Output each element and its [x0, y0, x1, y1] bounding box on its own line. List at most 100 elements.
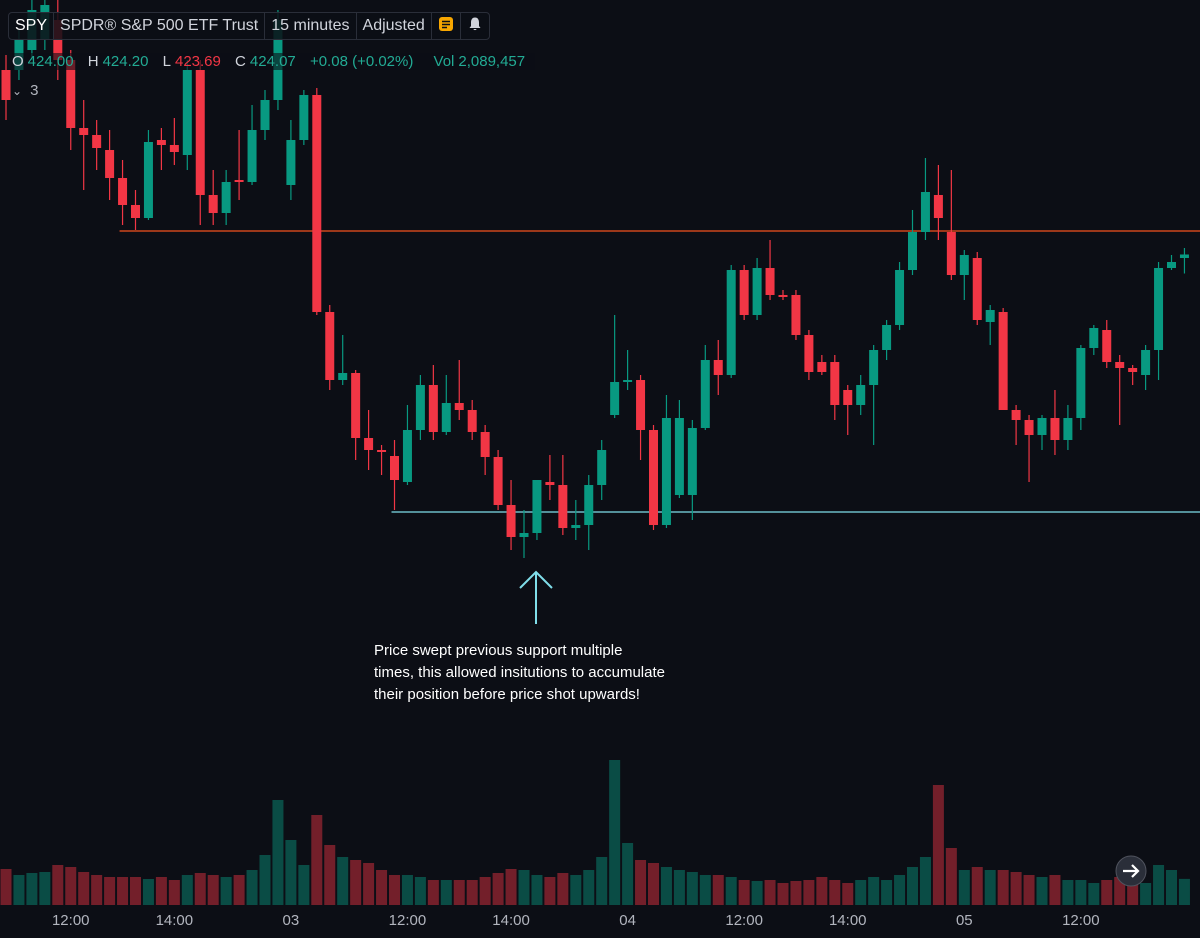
- volume-bar: [894, 875, 906, 905]
- volume-bar: [1114, 877, 1126, 905]
- volume-bar: [660, 867, 672, 905]
- legend-value: 424.07: [249, 53, 296, 70]
- candle-body: [1024, 420, 1034, 435]
- candle-body: [700, 360, 710, 428]
- candle-body: [377, 450, 387, 452]
- volume-bar: [376, 870, 388, 905]
- volume-bar: [311, 815, 323, 905]
- candle-body: [674, 418, 684, 495]
- volume-bar: [414, 877, 426, 905]
- candle-body: [467, 410, 477, 432]
- candle-body: [143, 142, 153, 218]
- volume-pane: [0, 760, 1190, 905]
- volume-bar: [790, 881, 802, 905]
- volume-bar: [52, 865, 64, 905]
- candle-body: [66, 60, 76, 128]
- volume-bar: [1075, 880, 1087, 905]
- volume-bar: [596, 857, 608, 905]
- volume-bar: [1140, 883, 1152, 905]
- candle-body: [247, 130, 257, 182]
- candle-body: [713, 360, 723, 375]
- candle-body: [985, 310, 995, 322]
- volume-bar: [104, 877, 116, 905]
- indicator-toggle[interactable]: ⌄ 3: [12, 82, 38, 99]
- volume-bar: [907, 867, 918, 905]
- candle-body: [234, 180, 244, 182]
- candle-body: [661, 418, 671, 525]
- candles: [1, 0, 1189, 558]
- candle-body: [1076, 348, 1086, 418]
- volume-bar: [544, 877, 556, 905]
- volume-bar: [39, 872, 51, 905]
- volume-bar: [971, 867, 983, 905]
- volume-bar: [492, 873, 504, 905]
- volume-bar: [699, 875, 711, 905]
- legend-field: Vol: [433, 53, 455, 70]
- volume-bar: [142, 879, 154, 905]
- volume-bar: [427, 880, 439, 905]
- candle-body: [519, 533, 529, 537]
- symbol[interactable]: SPY: [9, 13, 55, 39]
- candle-body: [791, 295, 801, 335]
- alert-icon-svg[interactable]: [467, 16, 483, 32]
- candle-body: [869, 350, 879, 385]
- notes-icon-svg[interactable]: [438, 16, 454, 32]
- candle-body: [182, 70, 192, 155]
- annotation-line: their position before price shot upwards…: [374, 686, 640, 703]
- volume-bar: [712, 875, 724, 905]
- candle-body: [92, 135, 102, 148]
- chevron[interactable]: ⌄: [12, 84, 23, 98]
- arrow-head: [519, 570, 553, 589]
- volume-bar: [1166, 870, 1177, 905]
- levels: [119, 230, 1200, 513]
- scroll-button-icon[interactable]: [1123, 864, 1140, 878]
- candle-body: [959, 255, 969, 275]
- volume-bar: [1036, 877, 1048, 905]
- volume-bar: [673, 870, 685, 905]
- volume-bar: [738, 880, 750, 905]
- volume-bar: [725, 877, 737, 905]
- volume-bar: [363, 863, 375, 905]
- candle-body: [623, 380, 633, 382]
- candle-body: [545, 482, 555, 485]
- volume-bar: [764, 880, 776, 905]
- candle-body: [908, 232, 917, 270]
- candle-body: [778, 295, 788, 297]
- scroll-button[interactable]: [1115, 855, 1147, 887]
- volume-bar: [622, 843, 634, 905]
- volume-bar: [518, 870, 530, 905]
- candle-body: [156, 140, 166, 145]
- candle-body: [636, 380, 646, 430]
- interval[interactable]: 15 minutes: [265, 13, 357, 39]
- notes-icon[interactable]: [432, 13, 461, 39]
- volume-bar: [194, 873, 206, 905]
- volume-bar: [207, 875, 219, 905]
- candle-body: [830, 362, 840, 405]
- candle-body: [895, 270, 905, 325]
- symbol-name: SPDR® S&P 500 ETF Trust: [54, 13, 266, 39]
- x-tick-label: 12:00: [725, 912, 763, 929]
- adjustment[interactable]: Adjusted: [357, 13, 432, 39]
- volume-bar: [65, 867, 77, 905]
- candle-body: [79, 128, 89, 135]
- symbol-bar: SPY SPDR® S&P 500 ETF Trust 15 minutes A…: [8, 12, 490, 40]
- candle-body: [169, 145, 179, 152]
- volume-bar: [1088, 883, 1100, 905]
- candle-body: [105, 150, 115, 178]
- candle-body: [299, 95, 309, 140]
- volume-bar: [181, 875, 193, 905]
- legend-field: H: [87, 53, 99, 70]
- volume-bar: [233, 875, 245, 905]
- volume-bar: [389, 875, 400, 905]
- candle-body: [131, 205, 140, 218]
- candle-body: [920, 192, 930, 232]
- candle-body: [649, 430, 658, 525]
- candle-body: [325, 312, 335, 380]
- indicator-count[interactable]: 3: [30, 82, 39, 99]
- candle-body: [286, 140, 296, 185]
- legend-field: L: [162, 53, 171, 70]
- volume-bar: [583, 870, 595, 905]
- alert-icon[interactable]: [461, 13, 489, 39]
- volume-bar: [401, 875, 413, 905]
- volume-bar: [958, 870, 970, 905]
